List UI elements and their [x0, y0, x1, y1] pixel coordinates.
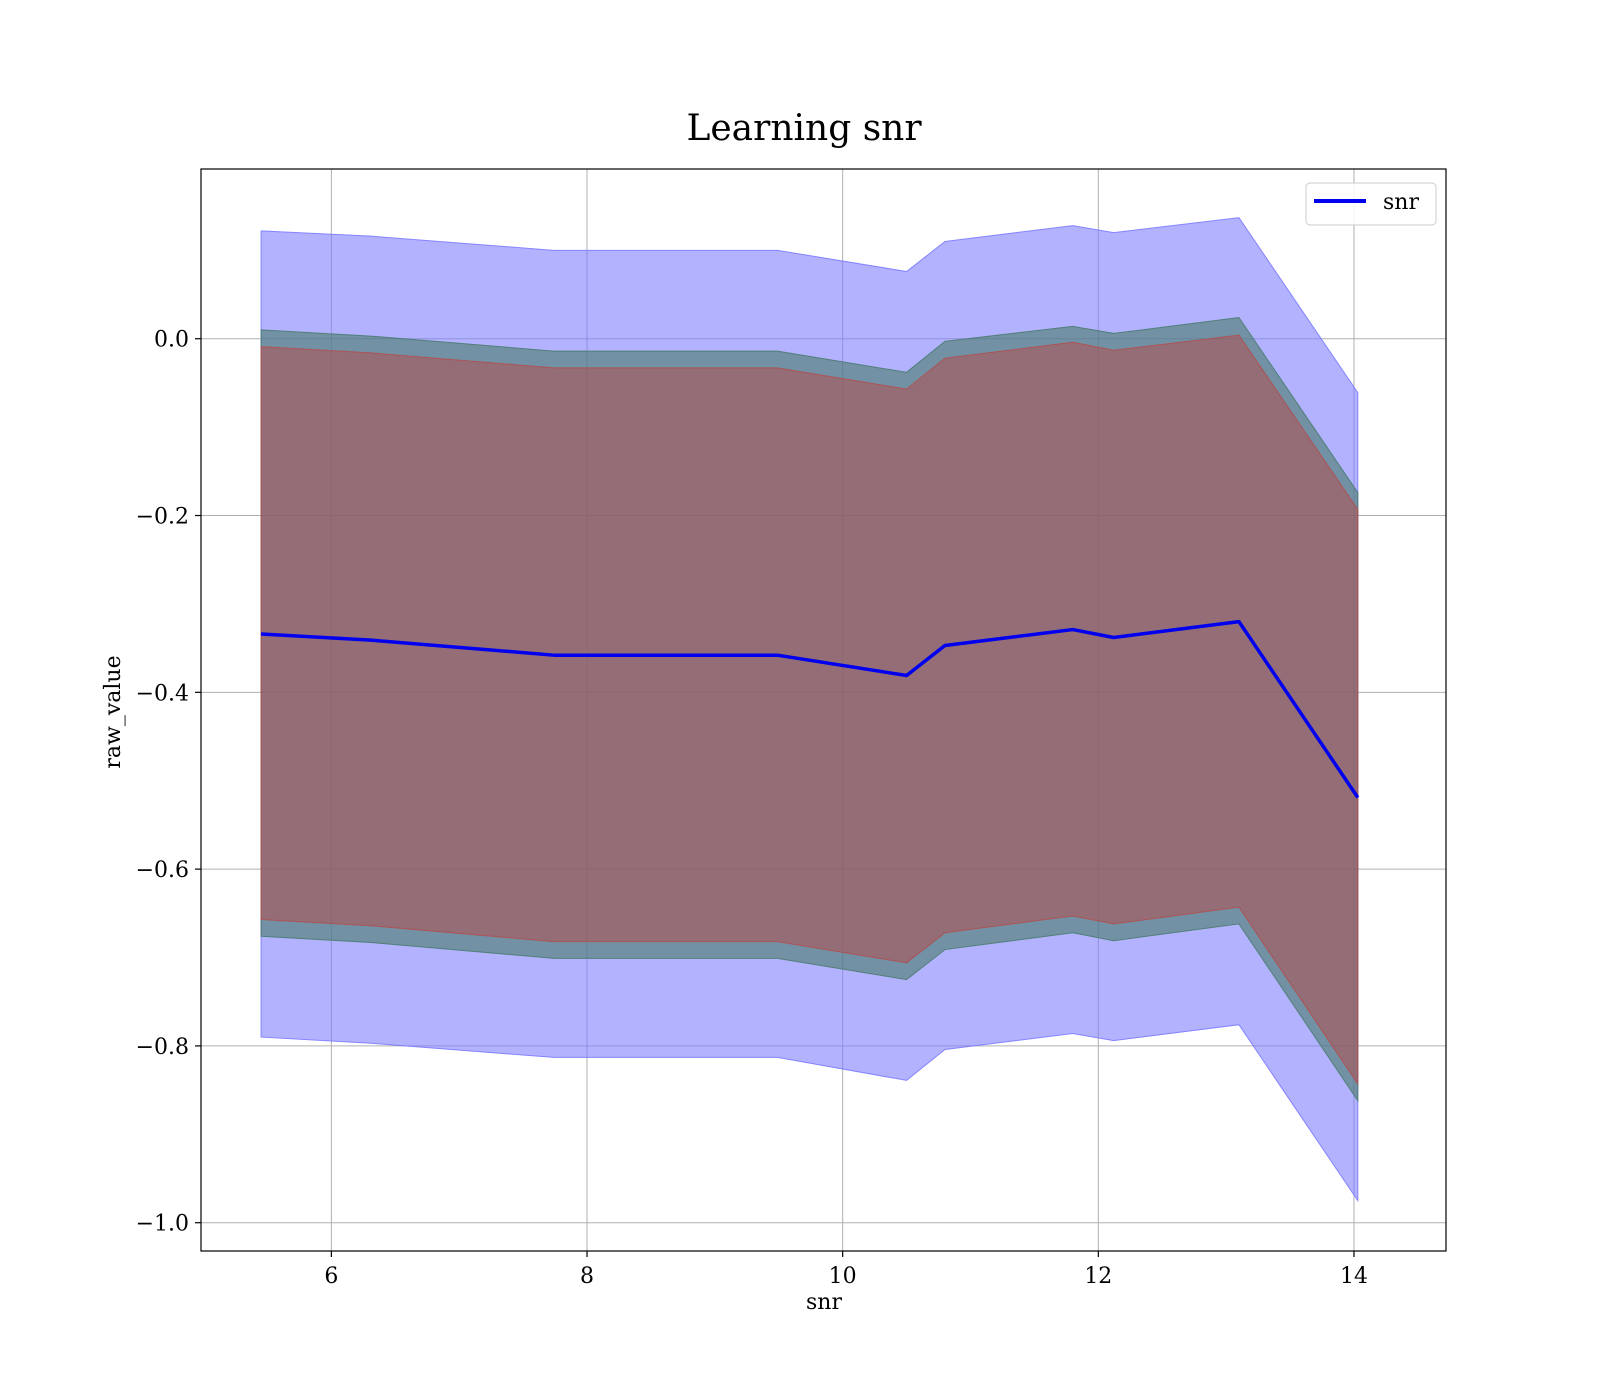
- y-tick-label-4: −0.8: [136, 1035, 189, 1060]
- y-tick-label-3: −0.6: [136, 858, 189, 883]
- plot-frame: [200, 168, 1447, 1252]
- y-tick-label-2: −0.4: [136, 681, 189, 706]
- y-tick-label-5: −1.0: [136, 1212, 189, 1237]
- confidence-bands: [260, 217, 1359, 1203]
- x-tick-label-4: 14: [1340, 1264, 1368, 1289]
- series-line-snr: [260, 619, 1360, 799]
- x-tick-label-1: 8: [580, 1264, 594, 1289]
- legend-label-snr: snr: [1383, 190, 1419, 215]
- x-axis-label: snr: [806, 1290, 842, 1315]
- confidence-band-2: [260, 334, 1359, 1086]
- x-tick-label-0: 6: [324, 1264, 338, 1289]
- legend: snr: [1305, 182, 1437, 226]
- y-tick-label-0: 0.0: [154, 328, 189, 353]
- chart-title: Learning snr: [686, 108, 922, 149]
- y-axis-label: raw_value: [101, 655, 126, 768]
- ticks: 6 8 10 12 14 0.0 −0.2 −0.4 −0.6 −0.8 −1.0: [136, 328, 1368, 1289]
- y-tick-label-1: −0.2: [136, 505, 189, 530]
- series-lines: [260, 619, 1360, 799]
- legend-box: [1305, 182, 1437, 226]
- x-tick-label-3: 12: [1084, 1264, 1112, 1289]
- x-tick-label-2: 10: [829, 1264, 857, 1289]
